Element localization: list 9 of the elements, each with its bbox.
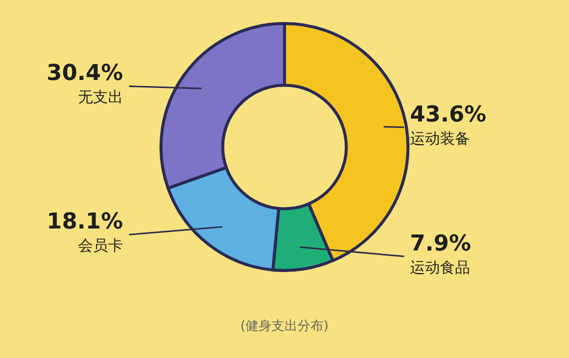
- slice-label: 运动食品: [410, 258, 470, 276]
- data-label: 18.1%: [46, 210, 123, 235]
- slice-label: 运动装备: [410, 129, 470, 148]
- data-label: 30.4%: [46, 61, 123, 86]
- text: (健身支出分布): [240, 319, 329, 334]
- data-label: 43.6%: [410, 102, 486, 128]
- slice-label: 会员卡: [78, 236, 123, 255]
- data-label: 7.9%: [410, 231, 472, 256]
- slice-label: 无支出: [78, 88, 123, 106]
